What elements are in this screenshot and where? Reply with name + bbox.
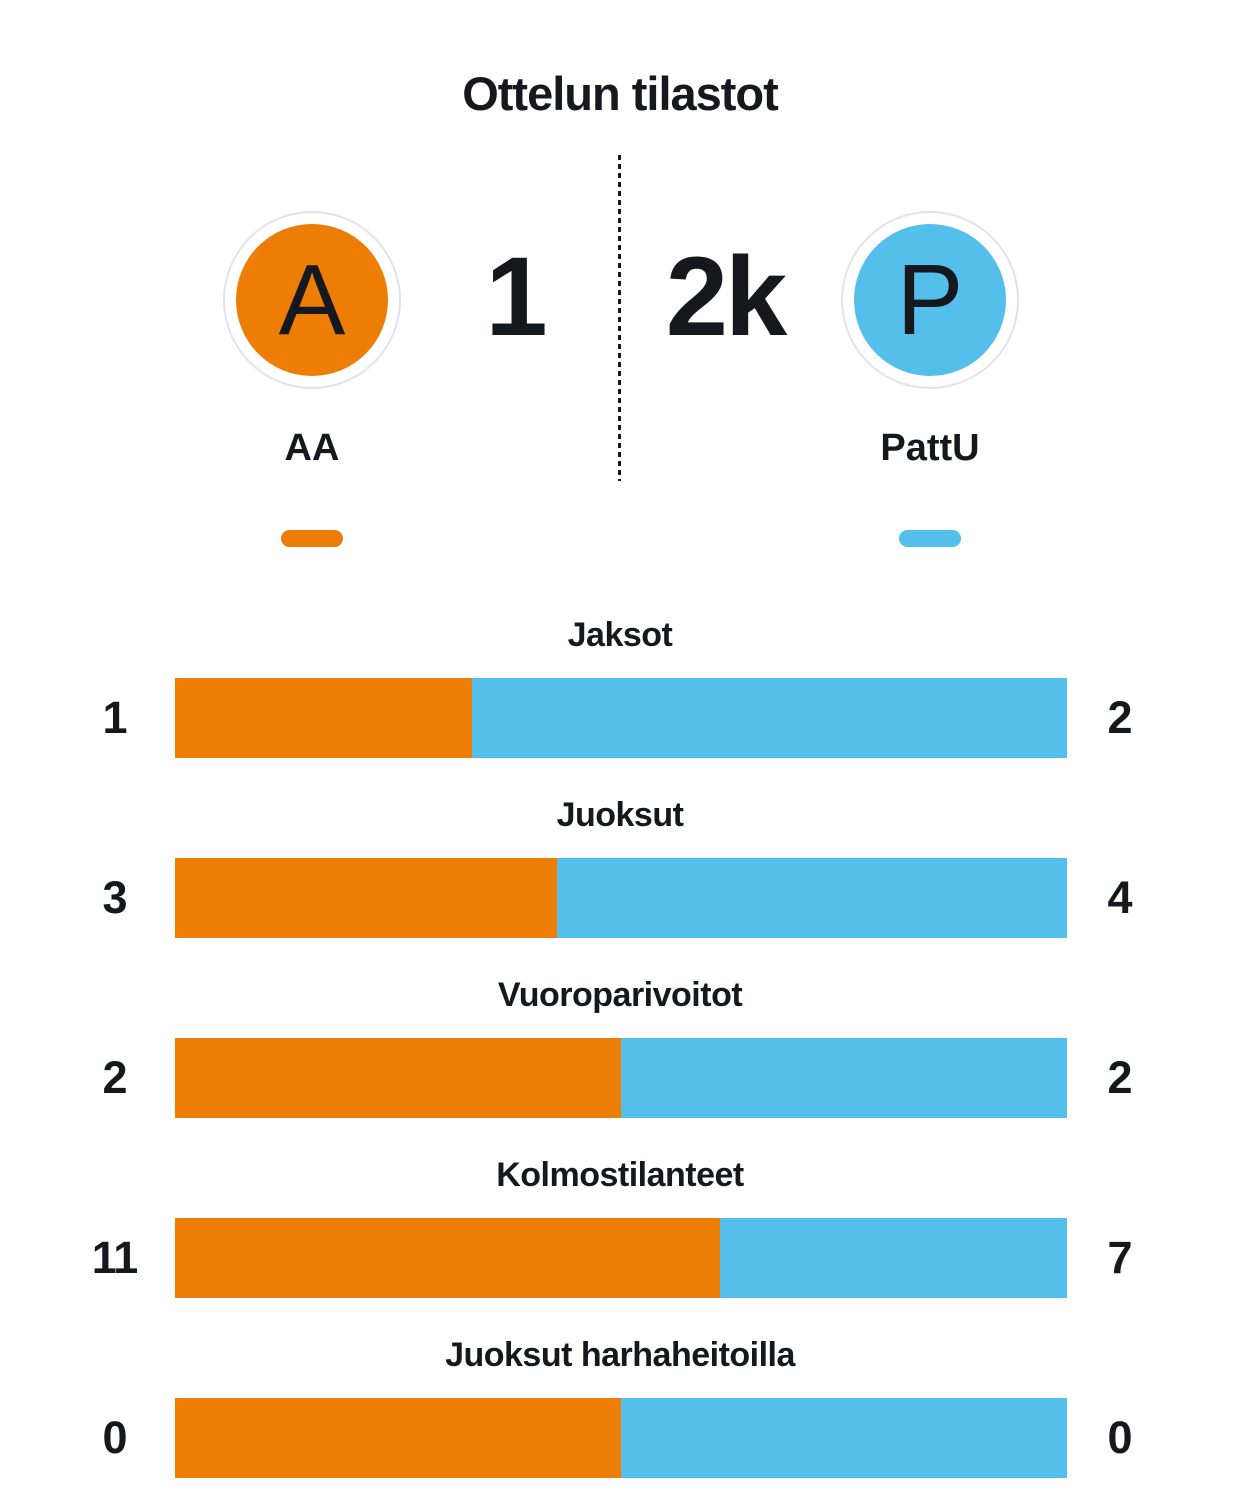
home-team-initial: A <box>278 244 346 356</box>
stat-bar-segment-home <box>175 1038 621 1118</box>
stat-label: Kolmostilanteet <box>496 1156 744 1194</box>
stat-value-away: 2 <box>1107 692 1132 743</box>
home-team-badge-icon: A <box>223 211 401 389</box>
stat-value-home: 2 <box>102 1052 127 1103</box>
away-team-badge-disc: P <box>854 224 1006 376</box>
stat-bar <box>175 1398 1067 1478</box>
stat-bar-segment-away <box>621 1038 1067 1118</box>
stat-bar-row: 11 7 <box>0 1218 1240 1298</box>
stat-value-away: 2 <box>1107 1052 1132 1103</box>
home-team-badge-disc: A <box>236 224 388 376</box>
stat-bar-segment-home <box>175 678 473 758</box>
stat-value-home: 11 <box>91 1232 139 1283</box>
stat-label: Juoksut harhaheitoilla <box>445 1336 795 1374</box>
stat-value-away: 7 <box>1107 1232 1132 1283</box>
home-team-name: AA <box>284 427 340 469</box>
away-legend-pill-icon <box>899 530 961 547</box>
stat-label: Jaksot <box>567 616 673 654</box>
stat-bar-segment-away <box>621 1398 1067 1478</box>
stat-value-away: 4 <box>1107 872 1132 923</box>
stat-row: Juoksut harhaheitoilla 0 0 <box>0 1320 1240 1500</box>
stat-row: Kolmostilanteet 11 7 <box>0 1140 1240 1320</box>
home-score: 1 <box>485 234 547 359</box>
stat-bar-segment-home <box>175 858 558 938</box>
stat-row: Jaksot 1 2 <box>0 600 1240 780</box>
stat-bar <box>175 1218 1067 1298</box>
stat-bar <box>175 678 1067 758</box>
stats-list: Jaksot 1 2 Juoksut 3 4 Vuoroparivoitot 2 2 Kolmos… <box>0 600 1240 1500</box>
stat-bar-segment-home <box>175 1398 621 1478</box>
stat-row: Juoksut 3 4 <box>0 780 1240 960</box>
stat-bar-segment-away <box>472 678 1067 758</box>
away-team-badge-icon: P <box>841 211 1019 389</box>
stat-bar-segment-away <box>720 1218 1067 1298</box>
stat-value-away: 0 <box>1107 1412 1132 1463</box>
page-title: Ottelun tilastot <box>462 67 779 120</box>
stat-row: Vuoroparivoitot 2 2 <box>0 960 1240 1140</box>
stat-bar <box>175 1038 1067 1118</box>
home-legend-pill-icon <box>281 530 343 547</box>
stat-bar-segment-away <box>557 858 1067 938</box>
dotted-divider <box>618 155 621 481</box>
stat-bar-segment-home <box>175 1218 721 1298</box>
stat-label: Vuoroparivoitot <box>497 976 743 1014</box>
away-team-initial: P <box>896 244 964 356</box>
stat-value-home: 0 <box>102 1412 127 1463</box>
away-team-name: PattU <box>880 427 980 469</box>
stat-value-home: 1 <box>102 692 127 743</box>
stat-bar <box>175 858 1067 938</box>
away-score: 2k <box>665 234 788 359</box>
stat-label: Juoksut <box>556 796 684 834</box>
stat-value-home: 3 <box>102 872 127 923</box>
